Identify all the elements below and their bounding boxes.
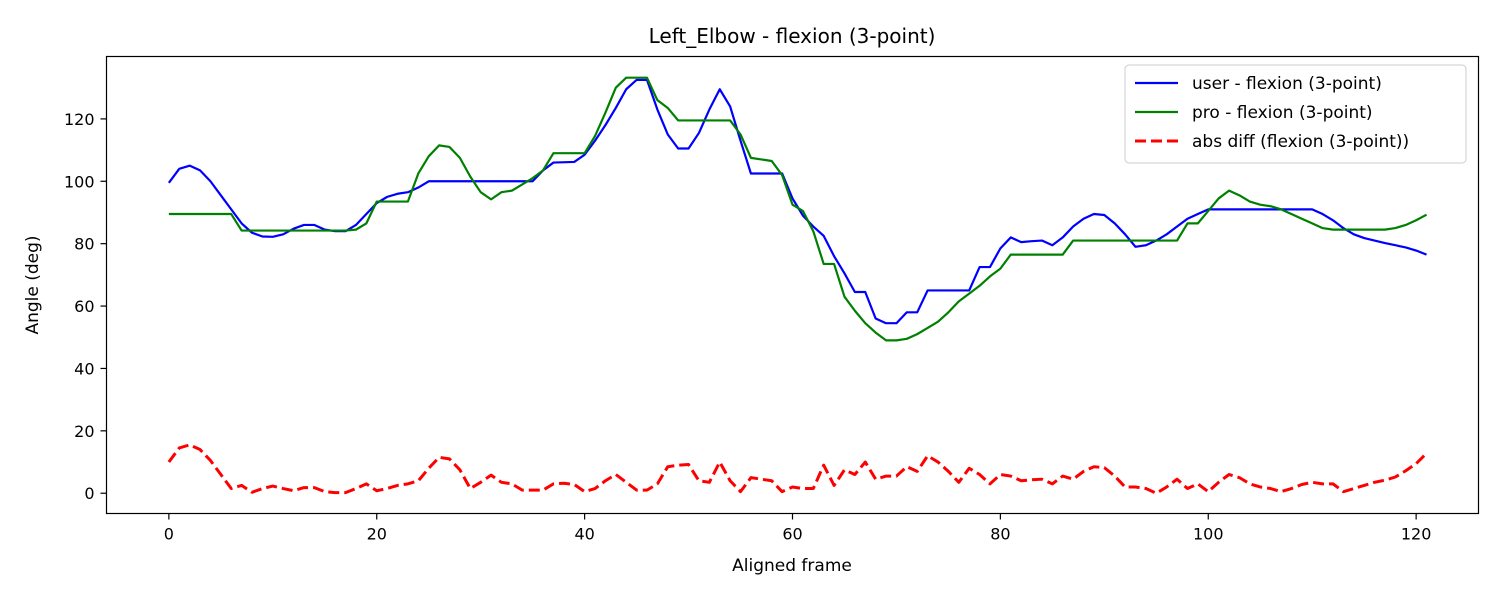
y-tick-label: 100 (64, 172, 95, 191)
legend-label: user - flexion (3-point) (1192, 74, 1382, 94)
series-line-3 (167, 443, 1428, 495)
x-tick-label: 60 (782, 525, 802, 544)
y-tick-label: 120 (64, 110, 95, 129)
plot-frame (105, 55, 1480, 515)
plot-area (167, 76, 1428, 495)
legend-label: pro - flexion (3-point) (1192, 103, 1373, 123)
series-line-2 (168, 76, 1428, 342)
legend-label: abs diff (flexion (3-point)) (1192, 132, 1409, 152)
y-axis: 0 20 40 60 80 100 120 (64, 110, 107, 503)
y-tick-label: 20 (74, 422, 94, 441)
y-axis-label: Angle (deg) (23, 235, 43, 334)
x-axis-label: Aligned frame (732, 556, 852, 576)
x-tick-label: 100 (1193, 525, 1224, 544)
y-tick-label: 80 (74, 235, 94, 254)
x-tick-label: 20 (367, 525, 387, 544)
x-tick-label: 0 (164, 525, 174, 544)
y-tick-label: 40 (74, 359, 94, 378)
legend: user - flexion (3-point) pro - flexion (3… (1124, 64, 1467, 164)
y-tick-label: 60 (74, 297, 94, 316)
y-tick-label: 0 (84, 484, 94, 503)
x-tick-label: 80 (990, 525, 1010, 544)
x-tick-label: 40 (574, 525, 594, 544)
legend-box (1124, 64, 1467, 164)
x-tick-label: 120 (1401, 525, 1432, 544)
chart-title: Left_Elbow - flexion (3-point) (649, 24, 936, 48)
x-axis: 0 20 40 60 80 100 120 (164, 513, 1432, 544)
